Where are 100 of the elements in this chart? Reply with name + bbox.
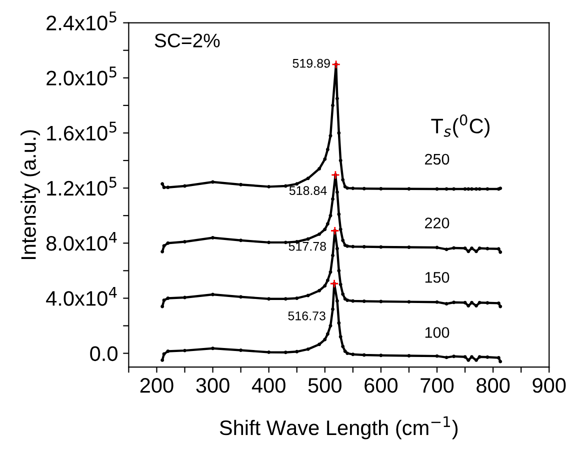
- point: [338, 228, 342, 232]
- y-axis-title: Intensity (a.u.): [20, 130, 40, 260]
- point: [346, 186, 350, 190]
- point: [331, 197, 334, 201]
- point: [486, 301, 490, 305]
- point: [452, 354, 456, 358]
- point: [162, 352, 166, 356]
- y-tick-label: 1.6x10$^{5}$: [47, 122, 116, 141]
- point: [435, 246, 439, 250]
- point: [496, 356, 500, 360]
- point: [435, 300, 439, 304]
- point: [162, 244, 166, 248]
- point: [284, 184, 288, 188]
- point: [498, 250, 502, 254]
- series-label: 150: [425, 272, 450, 283]
- point: [183, 348, 186, 352]
- point: [328, 270, 332, 274]
- point: [323, 157, 327, 161]
- point: [284, 350, 288, 354]
- point: [239, 348, 243, 352]
- point: [470, 187, 474, 191]
- point: [323, 284, 327, 288]
- point: [162, 186, 166, 190]
- point: [335, 246, 339, 250]
- point: [343, 350, 347, 353]
- point: [466, 187, 470, 191]
- point: [466, 250, 470, 254]
- annotation: SC=2%: [154, 34, 220, 48]
- x-tick-label: 700: [420, 378, 454, 393]
- point: [328, 214, 332, 218]
- point: [166, 186, 170, 190]
- point: [211, 180, 215, 184]
- point: [267, 240, 271, 244]
- point: [496, 247, 500, 251]
- point: [351, 299, 355, 303]
- series-label: 250: [425, 154, 450, 165]
- point: [362, 244, 366, 248]
- point: [338, 335, 342, 339]
- point: [452, 246, 456, 250]
- point: [211, 346, 215, 350]
- point: [239, 238, 243, 242]
- point: [211, 236, 215, 240]
- point: [478, 187, 482, 191]
- point: [362, 186, 366, 190]
- point: [435, 354, 439, 358]
- point: [463, 246, 467, 250]
- point: [335, 299, 339, 303]
- point: [341, 344, 345, 348]
- point: [295, 350, 299, 354]
- point: [335, 190, 339, 194]
- point: [452, 300, 456, 304]
- point: [306, 237, 310, 241]
- point: [328, 324, 332, 328]
- annotation: 516.73: [288, 311, 326, 320]
- point: [407, 354, 411, 358]
- point: [362, 300, 366, 303]
- point: [474, 304, 478, 308]
- point: [318, 342, 322, 346]
- point: [486, 355, 490, 359]
- point: [341, 178, 345, 182]
- point: [486, 246, 490, 250]
- point: [239, 295, 243, 299]
- y-tick-label: 4.0x10$^{4}$: [46, 287, 117, 306]
- point: [160, 358, 164, 362]
- x-tick-label: 600: [364, 378, 398, 393]
- point: [284, 297, 288, 301]
- point: [337, 268, 341, 272]
- point: [337, 212, 341, 216]
- point: [338, 158, 342, 162]
- series-label: 100: [425, 327, 450, 338]
- point: [351, 352, 355, 356]
- point: [379, 245, 383, 249]
- y-tick-label: 1.2x10$^{5}$: [47, 176, 116, 196]
- point: [318, 288, 322, 292]
- annotation: 518.84: [289, 186, 327, 195]
- point: [478, 300, 482, 304]
- point: [326, 332, 330, 336]
- point: [166, 350, 170, 353]
- point: [379, 354, 383, 358]
- point: [162, 298, 166, 302]
- point: [474, 187, 478, 191]
- point: [326, 222, 330, 226]
- point: [343, 184, 347, 188]
- point: [466, 304, 470, 308]
- point: [160, 304, 164, 308]
- point: [498, 304, 502, 308]
- point: [444, 302, 448, 306]
- point: [496, 301, 500, 305]
- point: [470, 300, 474, 304]
- point: [306, 347, 310, 351]
- point: [444, 356, 448, 360]
- point: [341, 238, 345, 242]
- point: [267, 184, 271, 188]
- point: [486, 187, 490, 191]
- point: [362, 353, 366, 357]
- point: [295, 182, 299, 186]
- point: [326, 278, 330, 282]
- point: [337, 131, 341, 135]
- x-tick-label: 900: [532, 378, 566, 393]
- point: [474, 250, 478, 254]
